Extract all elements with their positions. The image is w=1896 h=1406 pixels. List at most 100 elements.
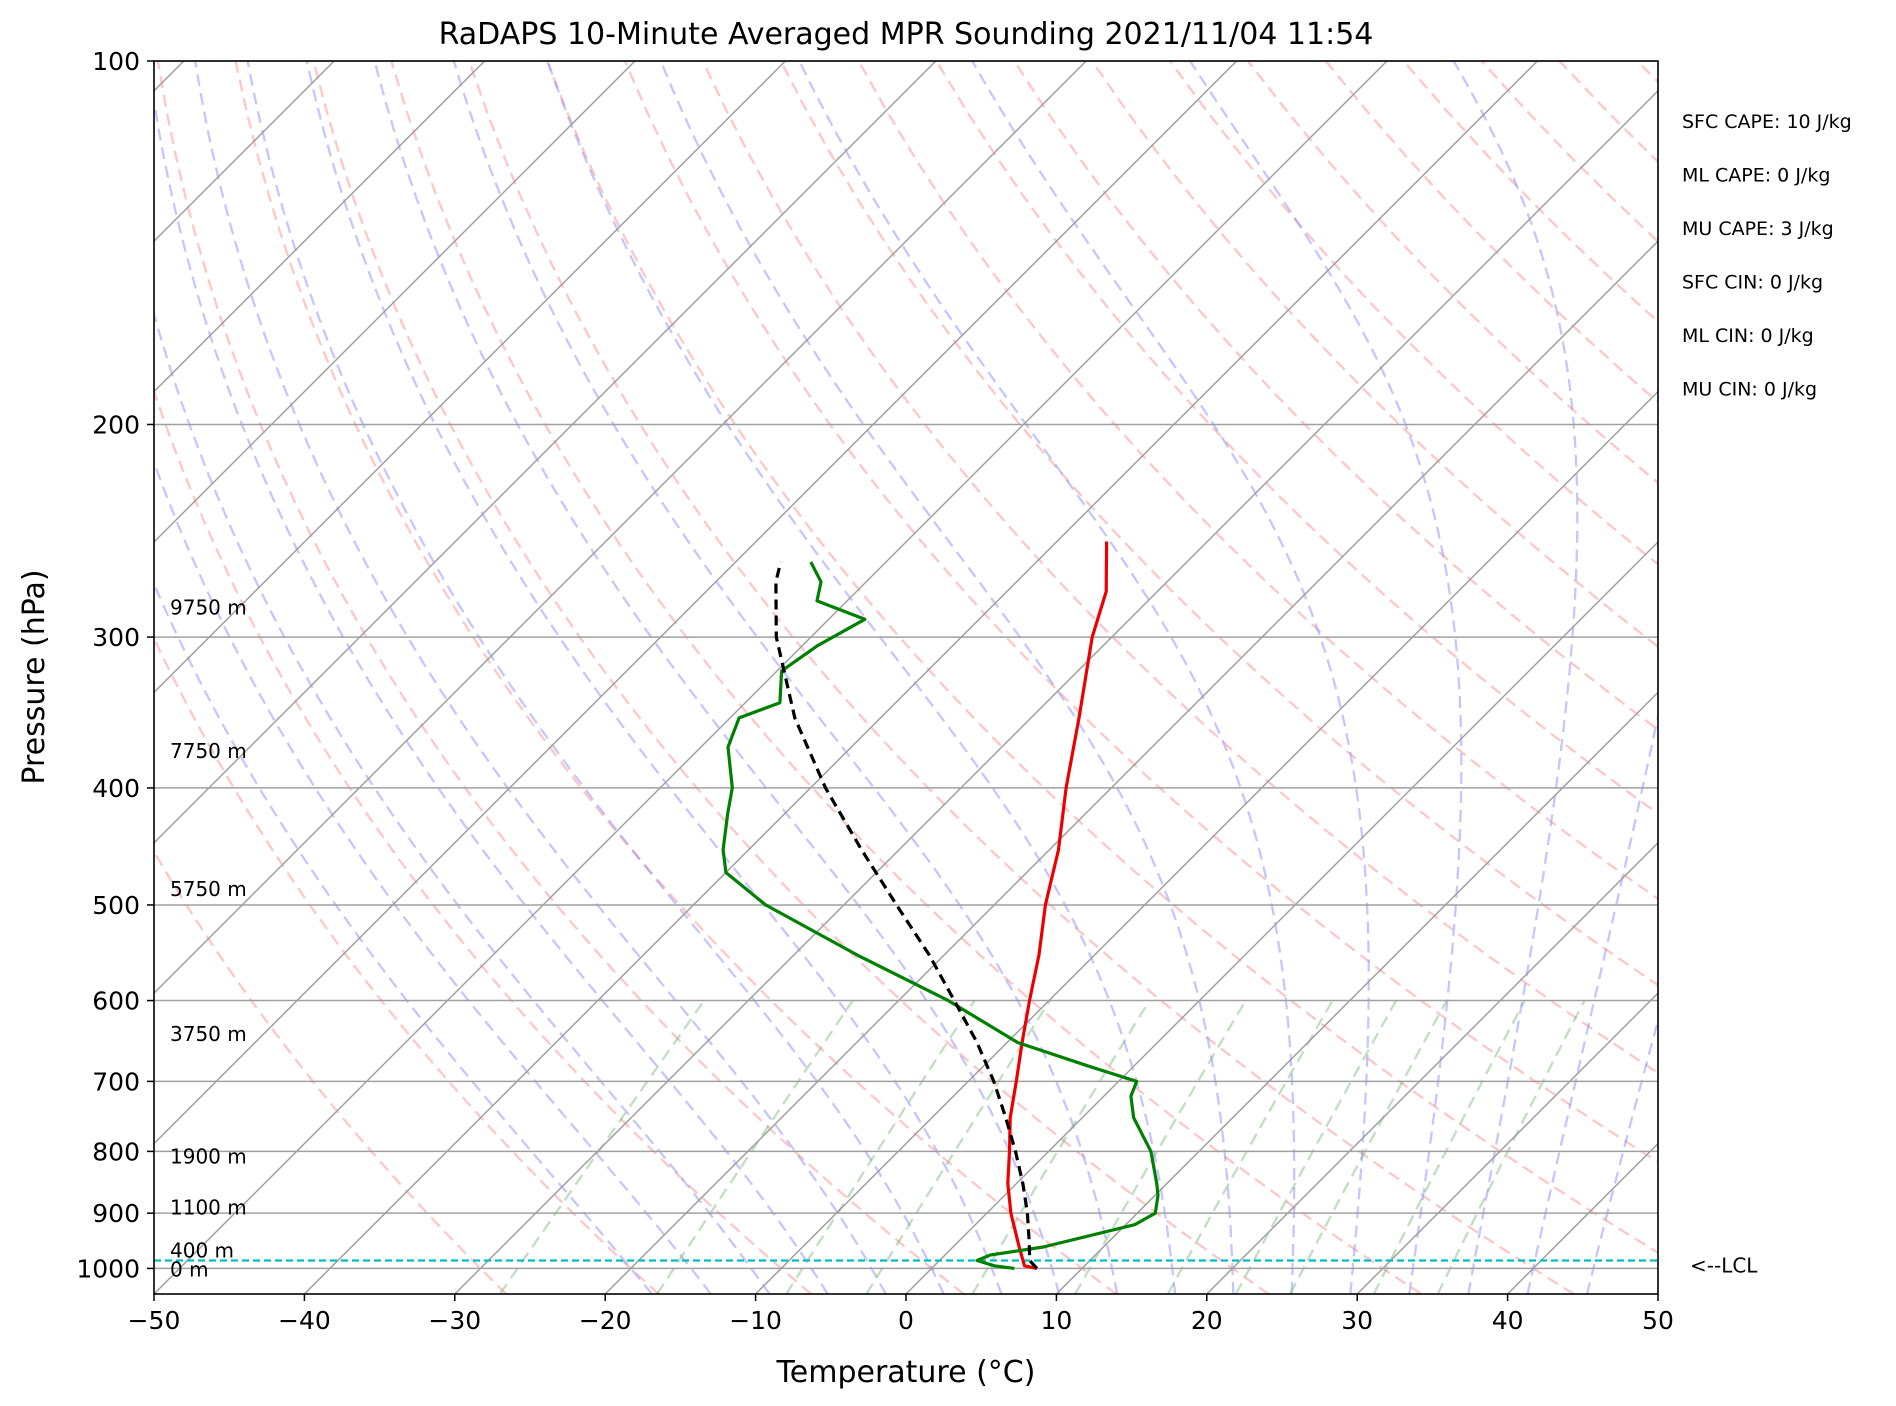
isotherm	[154, 61, 636, 544]
y-tick-label: 100	[92, 47, 140, 76]
stat-annotation: ML CAPE: 0 J/kg	[1682, 165, 1830, 187]
chart-title: RaDAPS 10-Minute Averaged MPR Sounding 2…	[439, 17, 1374, 52]
altitude-label: 5750 m	[170, 877, 247, 901]
stat-annotation: MU CIN: 0 J/kg	[1682, 379, 1817, 401]
altitude-label: 1900 m	[170, 1144, 247, 1168]
isotherm	[1356, 992, 1658, 1294]
stat-annotation: ML CIN: 0 J/kg	[1682, 325, 1814, 347]
lcl-label: <--LCL	[1690, 1253, 1758, 1277]
dry-adiabat	[468, 61, 1575, 1294]
dry-adiabat	[857, 61, 1658, 901]
isotherm	[154, 61, 1388, 1294]
x-tick-label: −10	[729, 1306, 782, 1335]
dry-adiabat	[1324, 61, 1658, 404]
mixing-ratio-line	[785, 999, 976, 1294]
mixing-ratio-line	[1289, 1000, 1448, 1294]
dry-adiabat	[701, 61, 1658, 1075]
moist-adiabat	[971, 61, 1370, 1294]
x-tick-label: −20	[579, 1306, 632, 1335]
dry-adiabat	[1091, 61, 1658, 649]
dry-adiabat	[1246, 61, 1658, 485]
dry-adiabat	[234, 61, 1117, 1294]
y-tick-label: 700	[92, 1067, 140, 1096]
dry-adiabat	[154, 387, 812, 1294]
dry-adiabat	[623, 61, 1658, 1164]
y-tick-label: 600	[92, 987, 140, 1016]
dry-adiabat	[1558, 61, 1658, 164]
moist-adiabat	[373, 61, 1061, 1294]
dry-adiabat	[1715, 61, 1896, 1294]
isotherm	[905, 540, 1658, 1294]
isotherm	[1507, 1142, 1658, 1294]
isotherm	[1206, 841, 1658, 1294]
altitude-label: 7750 m	[170, 739, 247, 763]
moist-adiabat	[1526, 710, 1658, 1294]
x-tick-label: −30	[428, 1306, 481, 1335]
mixing-ratio-line	[1234, 1000, 1398, 1294]
mixing-ratio-line	[1074, 1000, 1247, 1294]
moist-adiabat	[154, 581, 653, 1294]
stat-annotation: SFC CAPE: 10 J/kg	[1682, 111, 1852, 133]
dry-adiabat	[1402, 61, 1658, 324]
isotherm	[154, 61, 937, 844]
axes-layer: −50 −40 −30 −20 −10 0 10 20 30 40 50 100 200 300 400 50…	[76, 47, 1674, 1335]
dry-adiabat	[1480, 61, 1658, 244]
stat-annotation: MU CAPE: 3 J/kg	[1682, 218, 1834, 240]
isotherm	[604, 240, 1658, 1294]
dry-adiabat	[1169, 61, 1658, 566]
dry-adiabat	[1636, 61, 1658, 84]
plot-frame	[153, 60, 1659, 1295]
dry-adiabat	[156, 61, 965, 1294]
moist-adiabat	[452, 61, 1119, 1294]
isotherm	[154, 61, 1087, 995]
moist-adiabat	[1189, 61, 1463, 1294]
x-tick-label: 10	[1040, 1306, 1072, 1335]
y-tick-label: 900	[92, 1199, 140, 1228]
temperature-line	[1006, 541, 1109, 1270]
moist-adiabat	[659, 61, 1235, 1294]
series-layer	[154, 541, 1658, 1270]
isotherm	[154, 61, 786, 694]
y-tick-label: 500	[92, 891, 140, 920]
dry-adiabat	[779, 61, 1658, 987]
isotherm	[1055, 691, 1658, 1294]
moist-adiabat	[194, 61, 887, 1294]
x-tick-label: 0	[898, 1306, 914, 1335]
mixing-ratio-line	[498, 999, 706, 1294]
dewpoint-line	[721, 561, 1160, 1270]
mixing-ratio-line	[1166, 1000, 1334, 1294]
altitude-label: 9750 m	[170, 595, 247, 619]
mixing-ratio-line	[1372, 1000, 1526, 1294]
labels-layer: 9750 m 7750 m 5750 m 3750 m 1900 m 1100 m 400 …	[170, 111, 1852, 1281]
y-tick-label: 400	[92, 774, 140, 803]
isotherm	[1657, 1292, 1658, 1294]
moist-adiabat	[154, 459, 712, 1294]
altitude-label: 0 m	[170, 1257, 209, 1281]
dry-adiabat	[1013, 61, 1658, 732]
moist-adiabat	[246, 61, 945, 1294]
altitude-label: 1100 m	[170, 1196, 247, 1220]
x-tick-label: −40	[278, 1306, 331, 1335]
dry-adiabat	[154, 849, 508, 1294]
x-tick-label: 40	[1492, 1306, 1524, 1335]
isotherm	[755, 390, 1658, 1294]
x-tick-label: 30	[1341, 1306, 1373, 1335]
isotherm	[154, 61, 1238, 1145]
plot-background	[154, 61, 1896, 1294]
dry-adiabat	[312, 61, 1270, 1294]
mixing-ratio-line	[1436, 1000, 1586, 1294]
moist-adiabat	[546, 61, 1177, 1294]
parcel-line	[774, 561, 1039, 1270]
moist-adiabat	[798, 61, 1296, 1294]
y-tick-label: 200	[92, 410, 140, 439]
y-axis-title: Pressure (hPa)	[17, 569, 52, 784]
moist-adiabat	[305, 61, 1003, 1294]
altitude-label: 3750 m	[170, 1022, 247, 1046]
x-tick-label: −50	[128, 1306, 181, 1335]
y-tick-label: 1000	[76, 1254, 140, 1283]
y-tick-label: 800	[92, 1137, 140, 1166]
moist-adiabat	[1585, 1016, 1658, 1294]
dry-adiabat	[154, 635, 660, 1294]
stat-annotation: SFC CIN: 0 J/kg	[1682, 272, 1823, 294]
